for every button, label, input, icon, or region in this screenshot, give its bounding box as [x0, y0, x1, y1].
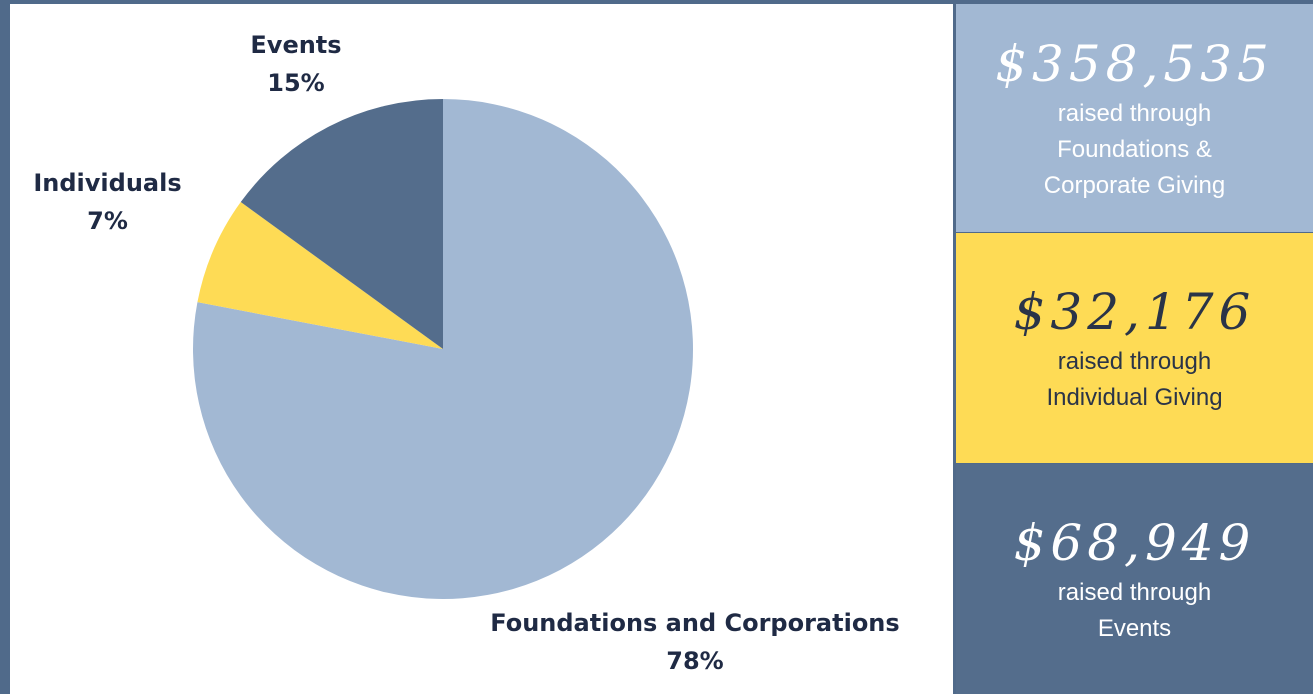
pie-slice-events: [240, 99, 443, 349]
slice-label-foundations: Foundations and Corporations 78%: [440, 604, 950, 680]
events-label-name: Events: [250, 31, 342, 59]
individuals-total-panel: $32,176 raised through Individual Giving: [956, 233, 1313, 463]
foundations-total-panel: $358,535 raised through Foundations & Co…: [956, 4, 1313, 232]
pie-slice-foundations-and-corporations: [193, 99, 693, 599]
foundations-label-name: Foundations and Corporations: [490, 609, 900, 637]
individuals-amount: $32,176: [1013, 283, 1256, 341]
events-label-pct: 15%: [267, 69, 325, 97]
events-desc-line2: Events: [1097, 615, 1172, 642]
foundations-desc-line2: Foundations &: [1057, 136, 1212, 163]
foundations-amount: $358,535: [995, 35, 1274, 93]
individuals-desc-line2: Individual Giving: [1046, 384, 1223, 411]
individuals-label-pct: 7%: [87, 207, 128, 235]
events-total-panel: $68,949 raised through Events: [956, 464, 1313, 694]
slice-label-events: Events 15%: [196, 26, 396, 102]
individuals-label-name: Individuals: [33, 169, 182, 197]
pie-chart: [193, 99, 693, 599]
chart-area: Events 15% Individuals 7% Foundations an…: [10, 4, 953, 694]
foundations-desc-line1: raised through: [1057, 100, 1212, 127]
events-desc-line1: raised through: [1057, 579, 1212, 606]
foundations-desc-line3: Corporate Giving: [1043, 172, 1226, 199]
slice-label-individuals: Individuals 7%: [10, 164, 205, 240]
foundations-label-pct: 78%: [666, 647, 724, 675]
pie-slice-individuals: [197, 202, 443, 349]
events-amount: $68,949: [1013, 514, 1256, 572]
individuals-desc-line1: raised through: [1057, 348, 1212, 375]
